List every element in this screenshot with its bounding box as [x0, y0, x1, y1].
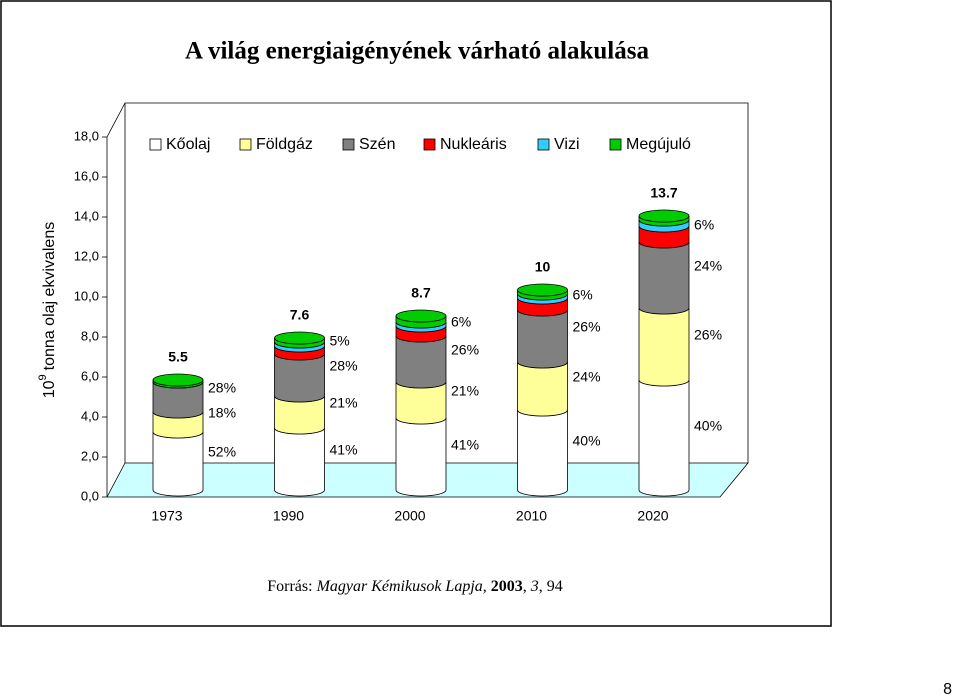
y-tick-label: 0,0 [81, 488, 99, 503]
cylinder-top [638, 209, 690, 223]
total-label: 10 [535, 259, 551, 275]
chart-title: A világ energiaigényének várható alakulá… [185, 38, 649, 65]
percent-label: 21% [451, 383, 479, 399]
back-wall [124, 102, 749, 463]
legend-swatch [149, 138, 162, 151]
wall-edge [106, 102, 126, 138]
percent-label: 24% [573, 369, 601, 385]
y-label-base: 10 [41, 380, 58, 398]
percent-label: 26% [451, 342, 479, 358]
source-part: 3 [530, 578, 539, 595]
cylinder-segment [274, 427, 325, 497]
cylinder-segment [152, 431, 204, 497]
legend-swatch [537, 138, 550, 151]
x-tick-label: 2010 [516, 508, 547, 524]
y-tick-label: 10,0 [74, 288, 99, 303]
cylinder-segment [395, 417, 447, 497]
percent-label: 28% [330, 358, 358, 374]
plot-area: 0,0 2,0 4,0 6,0 8,0 10,0 12,0 14,0 16,0 18,0 Kőola… [74, 102, 749, 524]
y-tick-label: 8,0 [81, 328, 99, 343]
cylinder-segment [638, 307, 690, 387]
source-part: , [523, 578, 527, 595]
percent-label: 6% [451, 314, 471, 330]
percent-label: 40% [573, 433, 601, 449]
y-tick-label: 12,0 [74, 248, 99, 263]
x-tick-label: 1990 [273, 508, 304, 524]
total-label: 7.6 [290, 307, 310, 323]
y-tick-label: 14,0 [74, 208, 99, 223]
percent-label: 41% [451, 437, 479, 453]
source-part: 2003 [491, 578, 523, 595]
legend-label: Szén [359, 136, 395, 153]
source-note: Forrás: Magyar Kémikusok Lapja, 2003, 3, 94 [267, 578, 563, 595]
cylinder-segment [638, 379, 690, 497]
percent-label: 6% [573, 287, 593, 303]
source-part: Magyar Kémikusok Lapja, [316, 578, 487, 595]
y-axis-label: 109 tonna olaj ekvivalens [37, 222, 58, 398]
x-tick-label: 2020 [637, 508, 668, 524]
total-label: 8.7 [411, 285, 431, 301]
source-part: , 94 [539, 578, 563, 595]
total-label: 5.5 [168, 349, 188, 365]
legend-label: Vizi [554, 136, 580, 153]
legend-label: Kőolaj [166, 136, 210, 153]
y-label-text: tonna olaj ekvivalens [41, 222, 58, 371]
y-tick-label: 2,0 [81, 448, 99, 463]
percent-label: 21% [330, 395, 358, 411]
legend-label: Földgáz [256, 136, 313, 153]
page-number: 8 [943, 681, 952, 698]
percent-label: 28% [208, 380, 236, 396]
cylinder-segment [395, 335, 447, 389]
cylinder-segment [517, 409, 568, 497]
percent-label: 5% [330, 333, 350, 349]
source-part: Forrás: [267, 578, 312, 595]
cylinder-segment [274, 353, 325, 403]
percent-label: 24% [694, 258, 722, 274]
y-tick-label: 6,0 [81, 368, 99, 383]
legend-swatch [609, 138, 622, 151]
percent-label: 6% [694, 217, 714, 233]
percent-label: 40% [694, 418, 722, 434]
total-label: 13.7 [650, 185, 677, 201]
x-tick-label: 2000 [394, 508, 425, 524]
percent-label: 52% [208, 444, 236, 460]
y-tick-label: 18,0 [74, 128, 99, 143]
cylinder-segment [638, 241, 690, 315]
percent-label: 18% [208, 405, 236, 421]
cylinder-top [274, 331, 325, 345]
y-tick-label: 16,0 [74, 168, 99, 183]
cylinder-segment [517, 361, 568, 417]
x-tick-label: 1973 [151, 508, 182, 524]
cylinder-top [517, 283, 568, 297]
legend-label: Megújuló [626, 136, 691, 153]
legend-swatch [239, 138, 252, 151]
legend-swatch [423, 138, 436, 151]
legend-label: Nukleáris [440, 136, 507, 153]
percent-label: 41% [330, 442, 358, 458]
percent-label: 26% [694, 327, 722, 343]
y-label-exponent: 9 [37, 374, 49, 380]
cylinder-segment [517, 309, 568, 369]
cylinder-top [395, 309, 447, 323]
legend-swatch [342, 138, 355, 151]
percent-label: 26% [573, 319, 601, 335]
y-tick-label: 4,0 [81, 408, 99, 423]
cylinder-top [152, 373, 204, 387]
